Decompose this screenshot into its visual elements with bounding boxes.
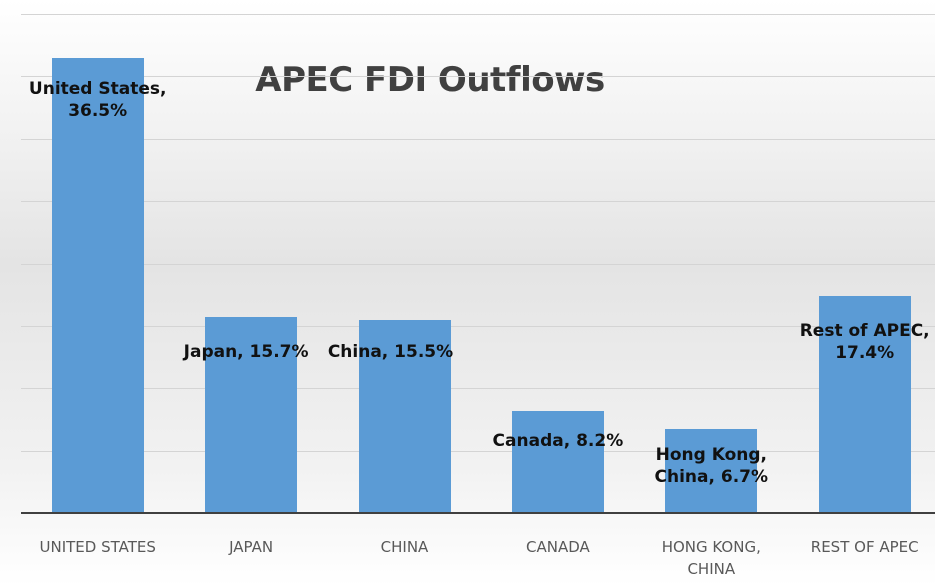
bar	[51, 57, 144, 513]
grid-line	[21, 14, 935, 15]
bar	[818, 295, 911, 513]
grid-line	[21, 388, 935, 390]
grid-line	[21, 76, 935, 78]
data-label: China, 15.5%	[327, 342, 454, 362]
x-tick-label: HONG KONG, CHINA	[661, 538, 761, 578]
x-tick-label: REST OF APEC	[810, 538, 919, 556]
bar	[205, 317, 298, 513]
x-tick-label: UNITED STATES	[39, 538, 156, 556]
grid-line	[21, 325, 935, 327]
grid-line	[21, 138, 935, 140]
data-label: Japan, 15.7%	[183, 342, 309, 362]
chart-title: APEC FDI Outflows	[255, 60, 605, 100]
x-tick-label: JAPAN	[229, 538, 274, 556]
data-label: Rest of APEC, 17.4%	[799, 321, 930, 363]
bar	[511, 410, 604, 513]
grid-line	[21, 201, 935, 203]
x-axis-line	[21, 512, 935, 514]
x-tick-label: CANADA	[526, 538, 590, 556]
bar	[358, 319, 451, 513]
data-label: United States, 36.5%	[28, 79, 167, 121]
data-label: Canada, 8.2%	[492, 431, 624, 451]
x-tick-label: CHINA	[380, 538, 429, 556]
data-label: Hong Kong, China, 6.7%	[654, 445, 769, 487]
grid-line	[21, 450, 935, 452]
bar	[665, 429, 758, 513]
grid-line	[21, 263, 935, 265]
